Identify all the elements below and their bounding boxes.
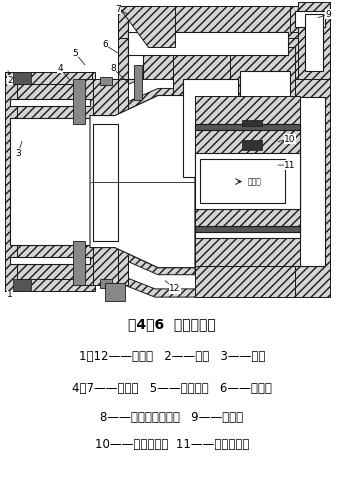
Bar [240,71,290,177]
Bar [290,6,330,32]
Text: 4，7——电热圈   5——调节螺钉   6——机头体: 4，7——电热圈 5——调节螺钉 6——机头体 [72,383,272,396]
Text: 1，12——测温孔   2——口模   3——芯模: 1，12——测温孔 2——口模 3——芯模 [79,351,265,364]
Bar [17,118,22,245]
Bar [100,279,112,288]
Bar [295,11,325,27]
Text: 9: 9 [318,10,331,19]
Text: 8: 8 [110,64,128,82]
Text: 6: 6 [102,40,118,53]
Bar [10,106,90,118]
Bar [83,240,128,285]
Bar [83,79,128,124]
Text: 12: 12 [165,281,181,293]
Polygon shape [15,72,92,84]
Bar [195,209,300,232]
Bar [73,79,85,124]
Bar [183,79,238,177]
Bar [100,77,112,85]
Bar [10,245,90,257]
Text: 11: 11 [278,160,296,170]
Text: 7: 7 [115,5,128,14]
Bar [200,159,285,203]
Bar [195,153,300,209]
Polygon shape [90,65,200,92]
Polygon shape [90,248,195,275]
Bar [118,6,143,79]
Bar [128,32,288,56]
Bar [195,266,295,297]
Bar [118,79,128,285]
Bar [305,14,323,71]
Bar [13,72,31,84]
Text: 空气入: 空气入 [248,177,262,186]
Bar [195,227,300,232]
Text: 4: 4 [57,64,70,80]
Polygon shape [90,89,195,115]
Bar [128,6,143,79]
Bar [93,124,118,240]
Text: 5: 5 [72,48,85,65]
Polygon shape [118,6,175,47]
Bar [105,283,125,301]
Bar [13,279,31,291]
Text: 8——熔融塑料测温孔   9——连接器: 8——熔融塑料测温孔 9——连接器 [100,411,244,424]
Text: 图4－6  旁侧式机头: 图4－6 旁侧式机头 [128,317,216,331]
Bar [73,240,85,285]
Text: 1: 1 [7,290,13,299]
Text: 3: 3 [15,141,22,158]
Text: 10: 10 [278,135,296,144]
Bar [5,279,95,291]
Polygon shape [90,95,195,268]
Bar [10,257,90,264]
Bar [195,97,300,266]
Bar [242,120,262,126]
Bar [230,47,295,189]
Bar [195,238,300,266]
Bar [173,47,230,189]
Bar [134,65,142,100]
Text: 10——高温计测孔  11——芯模加热器: 10——高温计测孔 11——芯模加热器 [95,438,249,452]
Bar [118,6,298,47]
Bar [5,72,17,291]
Bar [10,99,90,106]
Bar [300,97,325,266]
Bar [118,38,298,79]
Bar [195,124,300,130]
Polygon shape [90,271,200,297]
Text: 2: 2 [7,71,13,85]
Bar [295,61,330,297]
Bar [298,2,330,79]
Bar [83,79,93,285]
Bar [10,264,90,279]
Bar [148,6,173,79]
Bar [5,72,95,84]
Bar [242,140,262,150]
Bar [10,84,90,99]
Bar [195,124,300,238]
Bar [195,95,300,124]
Bar [195,130,300,153]
Bar [195,65,295,95]
Bar [10,118,92,245]
